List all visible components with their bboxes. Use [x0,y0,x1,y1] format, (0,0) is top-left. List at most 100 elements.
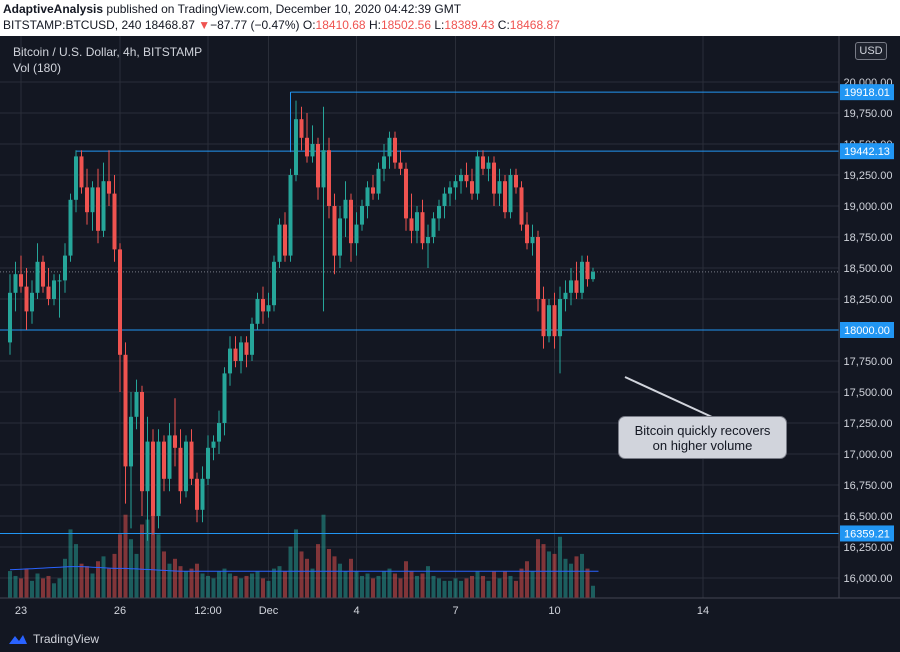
footer-bar [0,626,900,652]
candle-body [365,187,370,206]
volume-bar [431,575,436,598]
candle-body [13,274,18,293]
volume-bar [266,580,271,598]
volume-bar [101,556,106,598]
volume-bar [426,566,430,598]
volume-bar [96,561,100,598]
volume-bar [508,575,513,598]
time-tick-label: 7 [452,605,458,617]
tradingview-logo[interactable]: TradingView [8,632,99,646]
candle-body [74,156,78,200]
candle-body [52,280,56,299]
level-label: 16359.21 [844,528,890,540]
candle-body [442,193,447,206]
candle-body [233,348,238,361]
volume-bar [442,580,447,598]
price-tick-label: 17,750.00 [844,356,893,368]
volume-bar [57,578,62,598]
level-label: 18000.00 [844,325,890,337]
candle-body [393,137,397,163]
candle-body [206,447,210,479]
volume-bar [90,573,95,598]
price-tick-label: 17,000.00 [844,449,893,461]
volume-bar [41,578,45,598]
price-chart[interactable]: 16,000.00 16,250.00 16,500.00 16,750.00 17,0… [0,36,900,626]
candle-body [332,206,337,256]
price-tick-label: 19,000.00 [844,201,893,213]
candle-body [189,441,194,479]
candle-body [354,224,359,244]
price-tick-label: 18,250.00 [844,294,893,306]
candle-body [151,441,155,516]
volume-bar [107,568,111,598]
volume-bar [569,563,573,598]
candle-body [486,162,491,169]
close-label: C: [497,18,510,32]
volume-bar [79,563,84,598]
candle-body [547,305,551,337]
level-label: 19918.01 [844,87,890,99]
volume-bar [35,573,40,598]
chart-background [0,36,900,626]
candle-body [310,144,315,157]
candle-body [349,199,353,244]
volume-bar [228,573,232,598]
candle-body [200,478,205,510]
candle-body [360,206,364,225]
candle-body [277,224,282,262]
price-tick-label: 17,250.00 [844,418,893,430]
volume-bar [338,563,342,598]
candle-body [536,237,540,299]
candle-body [250,323,254,355]
candle-body [112,193,117,250]
candle-body [475,156,480,194]
candle-body [591,271,595,280]
volume-bar [13,575,18,598]
volume-bar [580,553,584,598]
volume-bar [437,578,441,598]
low-value: 18389.43 [444,18,495,32]
price-tick-label: 18,750.00 [844,232,893,244]
volume-bar [112,553,117,598]
candle-body [343,199,348,219]
symbol-bar: BITSTAMP:BTCUSD, 240 18468.87 ▼−87.77 (−… [0,16,900,34]
time-tick-label: 4 [353,605,359,617]
level-labels: 19918.01 19442.13 18000.00 16359.21 [840,84,894,542]
candle-body [552,305,557,337]
time-tick-label: Dec [259,605,279,617]
candle-body [184,441,188,492]
candle-body [437,206,441,219]
candle-body [503,181,507,213]
annotation-callout[interactable]: Bitcoin quickly recovers on higher volum… [618,416,787,459]
currency-badge[interactable]: USD [855,42,887,60]
volume-bar [387,568,392,598]
volume-bar [563,558,568,598]
level-label-bg [840,143,894,160]
candle-body [288,175,293,256]
legend-title: Bitcoin / U.S. Dollar, 4h, BITSTAMP [13,45,203,59]
candle-body [382,156,386,169]
volume-bar [464,578,469,598]
volume-bar [156,534,161,598]
candle-body [178,447,183,492]
candle-body [96,187,100,231]
author-name[interactable]: AdaptiveAnalysis [3,2,104,16]
candle-body [239,342,243,361]
candle-body [409,218,414,231]
last-price: 18468.87 [144,18,195,32]
candle-body [508,175,513,213]
volume-bar [305,558,309,598]
candle-body [464,175,469,182]
candle-body [580,261,584,293]
candle-body [299,119,304,138]
high-label: H: [368,18,381,32]
volume-bar [123,514,128,598]
volume-bar [459,580,463,598]
candle-body [530,237,535,244]
candle-body [255,299,260,324]
annotation-line-2: on higher volume [652,438,753,453]
volume-bar [409,571,414,598]
volume-bar [250,573,254,598]
candle-body [19,274,23,287]
candle-body [118,249,122,355]
